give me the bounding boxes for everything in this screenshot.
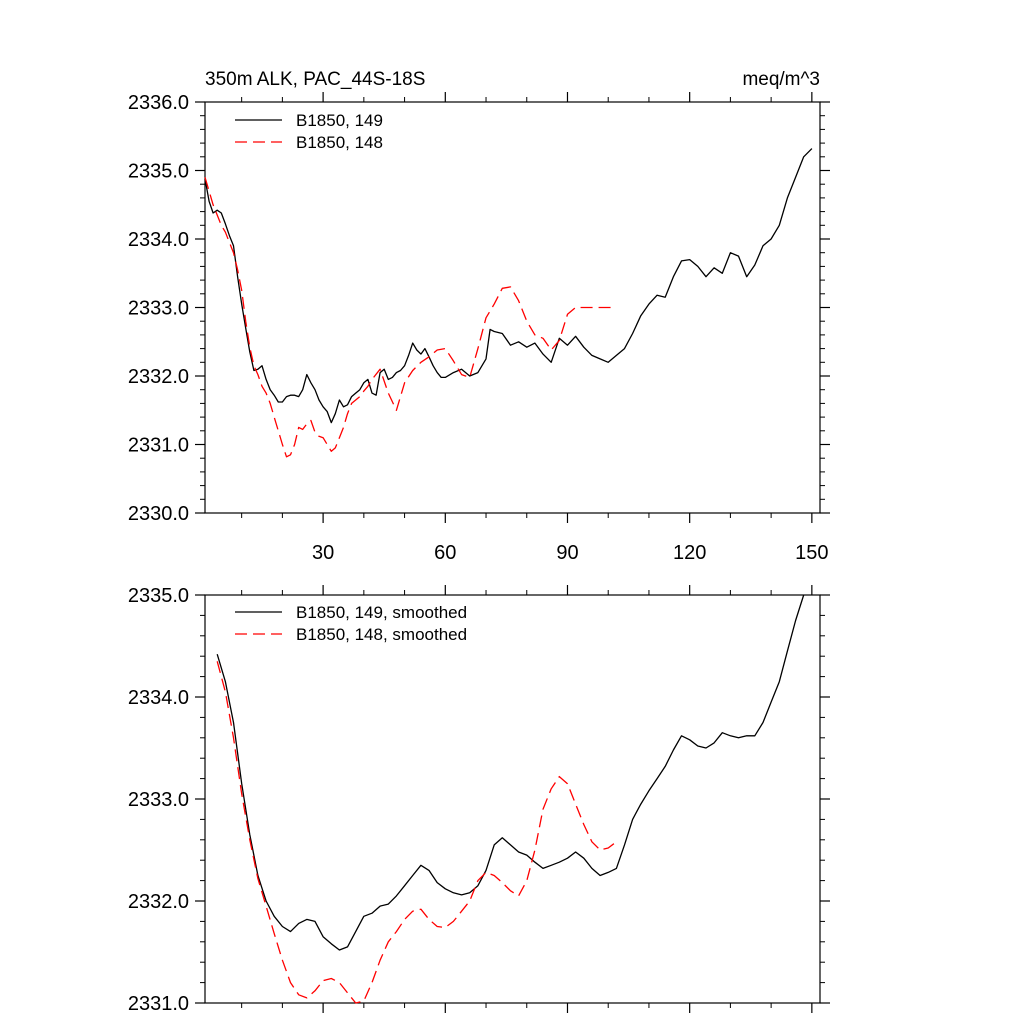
x-tick-label: 150 [795,542,828,564]
y-tick-label: 2331.0 [128,993,189,1015]
y-tick-label: 2332.0 [128,366,189,388]
plot-frame [204,101,821,514]
marks: 2330.0 2331.0 2332.0 2333.0 2334.0 2335.0 2336… [128,92,830,564]
x-tick-label: 90 [556,542,578,564]
legend-label: B1850, 149 [296,111,383,130]
y-tick-label: 2334.0 [128,229,189,251]
y-tick-label: 2335.0 [128,161,189,183]
y-tick-label: 2332.0 [128,891,189,913]
y-tick-label: 2335.0 [128,585,189,607]
marks: 2331.0 2332.0 2333.0 2334.0 2335.0 [128,585,830,1015]
units-label: meq/m^3 [742,69,820,90]
y-tick-label: 2336.0 [128,92,189,114]
legend-label: B1850, 149, smoothed [296,603,467,622]
y-tick-label: 2334.0 [128,687,189,709]
series-line-2 [204,177,617,458]
bottom-panel: 2331.0 2332.0 2333.0 2334.0 2335.0 B1850, 14… [128,585,830,1015]
x-tick-label: 120 [673,542,706,564]
x-tick-label: 30 [312,542,334,564]
series-line-2 [216,661,617,1004]
x-tick-label: 60 [434,542,456,564]
plot-frame [204,594,821,1004]
y-tick-label: 2331.0 [128,435,189,457]
legend: B1850, 149, smoothed B1850, 148, smoothed [235,603,467,644]
series-line-1 [216,594,805,951]
legend-label: B1850, 148 [296,133,383,152]
legend-label: B1850, 148, smoothed [296,625,467,644]
legend: B1850, 149 B1850, 148 [235,111,383,152]
y-tick-label: 2333.0 [128,298,189,320]
top-panel: 350m ALK, PAC_44S-18S meq/m^3 2330.0 2331… [128,69,830,564]
series-line-1 [204,148,813,424]
y-tick-label: 2330.0 [128,503,189,525]
y-tick-label: 2333.0 [128,789,189,811]
chart-title: 350m ALK, PAC_44S-18S [205,69,425,90]
